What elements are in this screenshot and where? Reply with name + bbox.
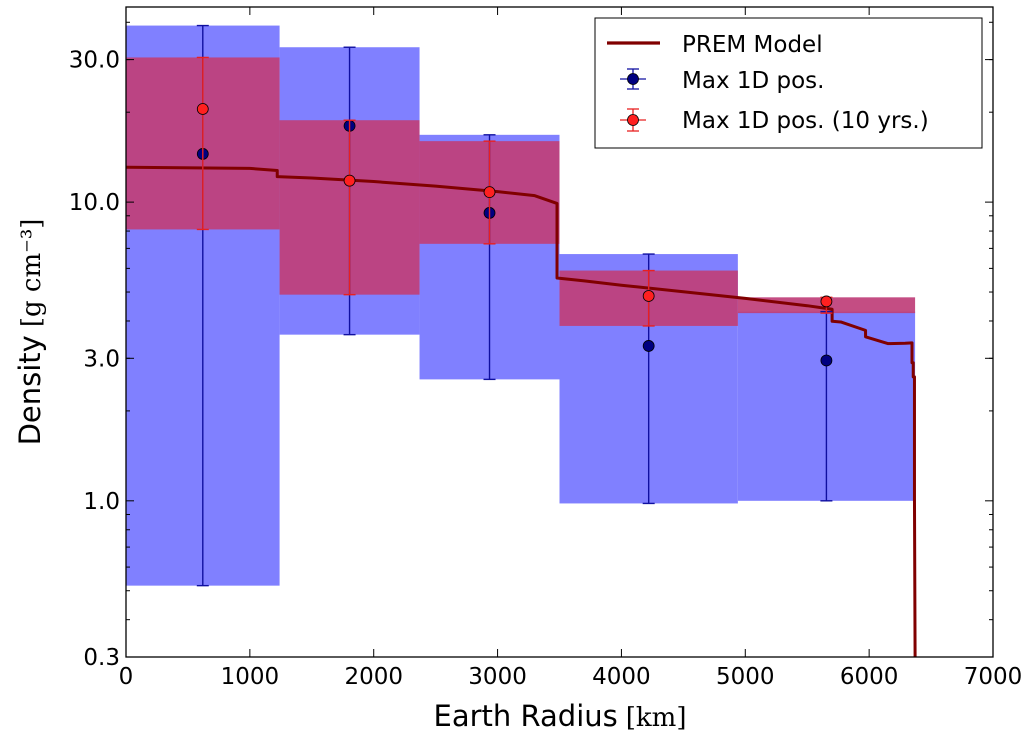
red-point-2	[483, 186, 496, 199]
y-tick-label: 0.3	[83, 645, 120, 671]
red-errorbar-0	[196, 56, 209, 231]
blue-point-3	[642, 340, 655, 352]
legend-marker-blue	[620, 68, 646, 90]
x-tick-label: 1000	[221, 664, 280, 690]
y-tick-label: 1.0	[83, 489, 120, 515]
prem-layer	[126, 165, 917, 657]
blue-point-4	[820, 354, 833, 367]
x-axis-unit: [km]	[626, 703, 687, 731]
legend-label-prem: PREM Model	[682, 32, 823, 58]
prem-line	[126, 165, 917, 657]
x-tick-label: 3000	[468, 664, 527, 690]
x-tick-label: 2000	[344, 664, 403, 690]
x-tick-label: 5000	[716, 664, 775, 690]
red-point-4	[820, 295, 833, 308]
y-axis-unit: [g cm⁻³]	[17, 219, 47, 328]
y-tick-label: 30.0	[69, 48, 120, 74]
x-tick-label: 4000	[592, 664, 651, 690]
x-tick-label: 7000	[964, 664, 1023, 690]
red-point-3	[642, 290, 655, 302]
legend: PREM Model Max 1D pos. Max 1D pos. (10 y…	[594, 17, 983, 149]
red-errorbar-1	[343, 119, 356, 296]
legend-box	[594, 17, 983, 149]
x-axis-title: Earth Radius [km]	[434, 699, 687, 731]
legend-label-blue: Max 1D pos.	[682, 68, 824, 94]
y-tick-label: 3.0	[83, 346, 120, 372]
svg-text:Density[g cm⁻³]: Density [g cm⁻³]	[13, 219, 47, 446]
x-axis-label: Earth Radius	[434, 699, 618, 731]
y-axis-title: Density [g cm⁻³]	[13, 219, 47, 446]
red-errorbar-3	[642, 269, 655, 327]
x-tick-label: 6000	[840, 664, 899, 690]
red-point-0	[196, 103, 209, 115]
x-tick-label: 0	[119, 664, 134, 690]
plot-frame	[125, 6, 994, 658]
axis-ticks: 0 1000 2000 3000 4000 5000 6000 7000 0.3 1.0 3.0 10…	[69, 7, 1022, 690]
errorbar-layer	[196, 24, 833, 587]
red-point-1	[343, 174, 356, 187]
y-tick-label: 10.0	[69, 190, 120, 216]
legend-marker-red	[620, 108, 646, 132]
blue-errorbar-4	[820, 310, 833, 502]
legend-label-red: Max 1D pos. (10 yrs.)	[682, 108, 929, 134]
y-axis-label: Density	[13, 335, 47, 445]
red-errorbar-2	[483, 140, 496, 245]
svg-text:Earth Radius[km]: Earth Radius [km]	[434, 699, 687, 731]
red-errorbar-4	[820, 295, 833, 314]
